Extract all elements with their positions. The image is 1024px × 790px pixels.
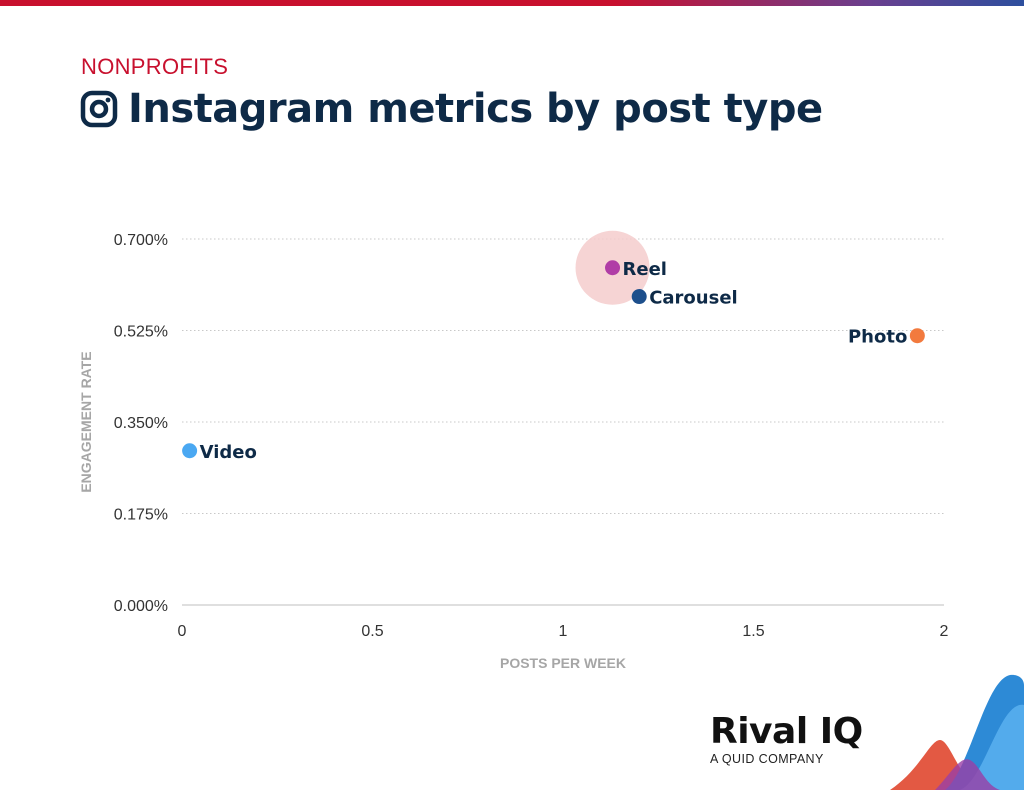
brand-name: Rival IQ (710, 711, 863, 752)
data-point-reel (605, 260, 621, 276)
point-label-carousel: Carousel (649, 288, 738, 309)
y-tick-label: 0.000% (114, 598, 168, 615)
top-accent-bar (0, 0, 1024, 6)
y-axis-title: ENGAGEMENT RATE (78, 351, 94, 492)
point-label-video: Video (200, 442, 257, 463)
chart-title: Instagram metrics by post type (128, 86, 823, 132)
x-tick-label: 2 (940, 623, 949, 640)
y-tick-label: 0.700% (114, 232, 168, 249)
instagram-icon (80, 90, 118, 128)
data-point-photo (909, 328, 925, 344)
x-tick-label: 1 (559, 623, 568, 640)
data-point-carousel (631, 289, 647, 305)
data-point-video (182, 443, 198, 459)
brand-tagline: A QUID COMPANY (710, 752, 824, 766)
x-tick-label: 1.5 (742, 623, 764, 640)
point-label-reel: Reel (623, 259, 667, 280)
x-axis-title: POSTS PER WEEK (500, 655, 626, 671)
y-tick-label: 0.175% (114, 507, 168, 524)
chart-subtitle: NONPROFITS (81, 54, 229, 79)
brand-logo: Rival IQ A QUID COMPANY (710, 711, 863, 767)
title-row: Instagram metrics by post type (80, 86, 823, 132)
y-tick-label: 0.350% (114, 415, 168, 432)
x-tick-label: 0.5 (361, 623, 383, 640)
y-tick-label: 0.525% (114, 324, 168, 341)
brand-wave-graphic (890, 674, 1024, 790)
x-tick-label: 0 (178, 623, 187, 640)
point-label-photo: Photo (848, 327, 907, 348)
